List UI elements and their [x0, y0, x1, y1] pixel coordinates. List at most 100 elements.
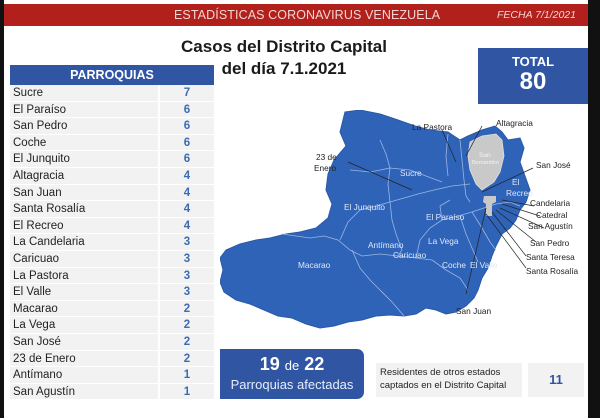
map-label-san-agustin: San Agustín — [528, 221, 573, 231]
parroquias-table: PARROQUIAS Sucre 7 El Paraíso 6 San Pedro 6… — [10, 65, 214, 401]
affected-count: 19 — [259, 354, 280, 374]
map-label-caricuao: Caricuao — [393, 250, 427, 260]
table-row: El Paraíso 6 — [10, 101, 214, 119]
caracas-map: La Pastora Altagracia 23 de Enero San Jo… — [219, 109, 588, 340]
row-name: La Candelaria — [10, 234, 160, 250]
affected-parroquias-box: 19 de 22 Parroquias afectadas — [220, 349, 364, 399]
row-value: 2 — [160, 333, 214, 350]
map-label-san-pedro: San Pedro — [530, 238, 570, 248]
page-title-line2: del día 7.1.2021 — [221, 59, 347, 78]
row-value: 4 — [160, 167, 214, 184]
table-row: San Agustín 1 — [10, 383, 214, 401]
row-value: 7 — [160, 85, 214, 101]
leader-lines — [347, 125, 545, 295]
map-label-la-pastora: La Pastora — [412, 122, 453, 132]
map-label-23-enero-2: Enero — [314, 163, 337, 173]
map-label-altagracia: Altagracia — [496, 118, 533, 128]
table-row: La Vega 2 — [10, 317, 214, 334]
map-label-el-paraiso: El Paraíso — [426, 212, 465, 222]
row-value: 2 — [160, 350, 214, 367]
map-label-antimano: Antímano — [368, 240, 404, 250]
affected-de: de — [284, 358, 300, 373]
table-row: Macarao 2 — [10, 300, 214, 318]
map-label-san-bernardino-1: San — [479, 152, 491, 159]
row-name: San Pedro — [10, 118, 160, 134]
row-value: 4 — [160, 201, 214, 217]
row-value: 6 — [160, 118, 214, 134]
map-label-el-junquito: El Junquito — [344, 202, 386, 212]
row-name: La Pastora — [10, 267, 160, 284]
affected-total: 22 — [304, 354, 325, 374]
parroquia-boundaries — [281, 133, 521, 317]
header-bar: ESTADÍSTICAS CORONAVIRUS VENEZUELA FECHA… — [4, 4, 588, 26]
header-title: ESTADÍSTICAS CORONAVIRUS VENEZUELA — [174, 8, 441, 22]
table-row: El Recreo 4 — [10, 217, 214, 235]
row-value: 1 — [160, 367, 214, 383]
row-value: 3 — [160, 284, 214, 300]
row-value: 3 — [160, 250, 214, 267]
table-row: 23 de Enero 2 — [10, 350, 214, 368]
map-shape — [219, 109, 545, 329]
row-name: El Junquito — [10, 151, 160, 167]
residents-line1: Residentes de otros estados — [380, 367, 501, 378]
row-value: 1 — [160, 383, 214, 400]
row-name: El Paraíso — [10, 101, 160, 118]
page-title: Casos del Distrito Capital del día 7.1.2… — [179, 36, 389, 80]
map-label-el-recreo-2: Recreo — [506, 188, 533, 198]
row-name: Caricuao — [10, 250, 160, 267]
row-name: La Vega — [10, 317, 160, 333]
table-row: El Valle 3 — [10, 284, 214, 301]
san-bernardino-region — [467, 133, 505, 191]
map-label-el-valle: El Valle — [470, 260, 498, 270]
row-value: 2 — [160, 300, 214, 317]
map-label-santa-rosalia: Santa Rosalía — [526, 266, 579, 276]
table-row: La Pastora 3 — [10, 267, 214, 285]
map-label-23-enero-1: 23 de — [316, 152, 337, 162]
table-row: San José 2 — [10, 333, 214, 351]
map-label-el-recreo-1: El — [512, 177, 520, 187]
page-title-line1: Casos del Distrito Capital — [181, 37, 387, 56]
row-value: 6 — [160, 134, 214, 151]
row-name: Antímano — [10, 367, 160, 383]
table-row: San Pedro 6 — [10, 118, 214, 135]
row-value: 2 — [160, 317, 214, 333]
table-row: El Junquito 6 — [10, 151, 214, 168]
affected-label: Parroquias afectadas — [230, 377, 354, 392]
residents-label-box: Residentes de otros estados captados en … — [376, 363, 522, 397]
map-label-macarao: Macarao — [298, 260, 331, 270]
map-label-san-jose: San José — [536, 160, 571, 170]
map-label-catedral: Catedral — [536, 210, 568, 220]
row-value: 4 — [160, 217, 214, 234]
table-header: PARROQUIAS — [10, 65, 214, 85]
row-name: El Recreo — [10, 217, 160, 234]
table-row: Antímano 1 — [10, 367, 214, 384]
row-value: 3 — [160, 234, 214, 250]
row-name: El Valle — [10, 284, 160, 300]
map-label-san-juan: San Juan — [456, 306, 492, 316]
residents-line2: captados en el Distrito Capital — [380, 380, 507, 391]
table-row: Coche 6 — [10, 134, 214, 152]
row-value: 6 — [160, 151, 214, 167]
map-label-san-bernardino-2: Bernardino — [472, 160, 499, 166]
table-row: San Juan 4 — [10, 184, 214, 202]
map-label-la-vega: La Vega — [428, 236, 459, 246]
table-row: La Candelaria 3 — [10, 234, 214, 251]
row-name: 23 de Enero — [10, 350, 160, 367]
table-row: Altagracia 4 — [10, 167, 214, 185]
catedral-region — [483, 196, 496, 216]
row-value: 3 — [160, 267, 214, 284]
infographic-page: ESTADÍSTICAS CORONAVIRUS VENEZUELA FECHA… — [4, 0, 588, 418]
map-label-candelaria: Candelaria — [530, 198, 571, 208]
map-label-coche: Coche — [442, 260, 466, 270]
header-date: FECHA 7/1/2021 — [497, 9, 576, 21]
total-box: TOTAL 80 — [478, 48, 588, 104]
row-name: Sucre — [10, 85, 160, 101]
row-name: Altagracia — [10, 167, 160, 184]
map-label-sucre: Sucre — [400, 168, 422, 178]
affected-count-line: 19 de 22 — [220, 354, 364, 376]
total-value: 80 — [519, 68, 547, 95]
row-name: Macarao — [10, 300, 160, 317]
table-row: Sucre 7 — [10, 85, 214, 102]
residents-value: 11 — [528, 363, 584, 397]
row-value: 4 — [160, 184, 214, 201]
